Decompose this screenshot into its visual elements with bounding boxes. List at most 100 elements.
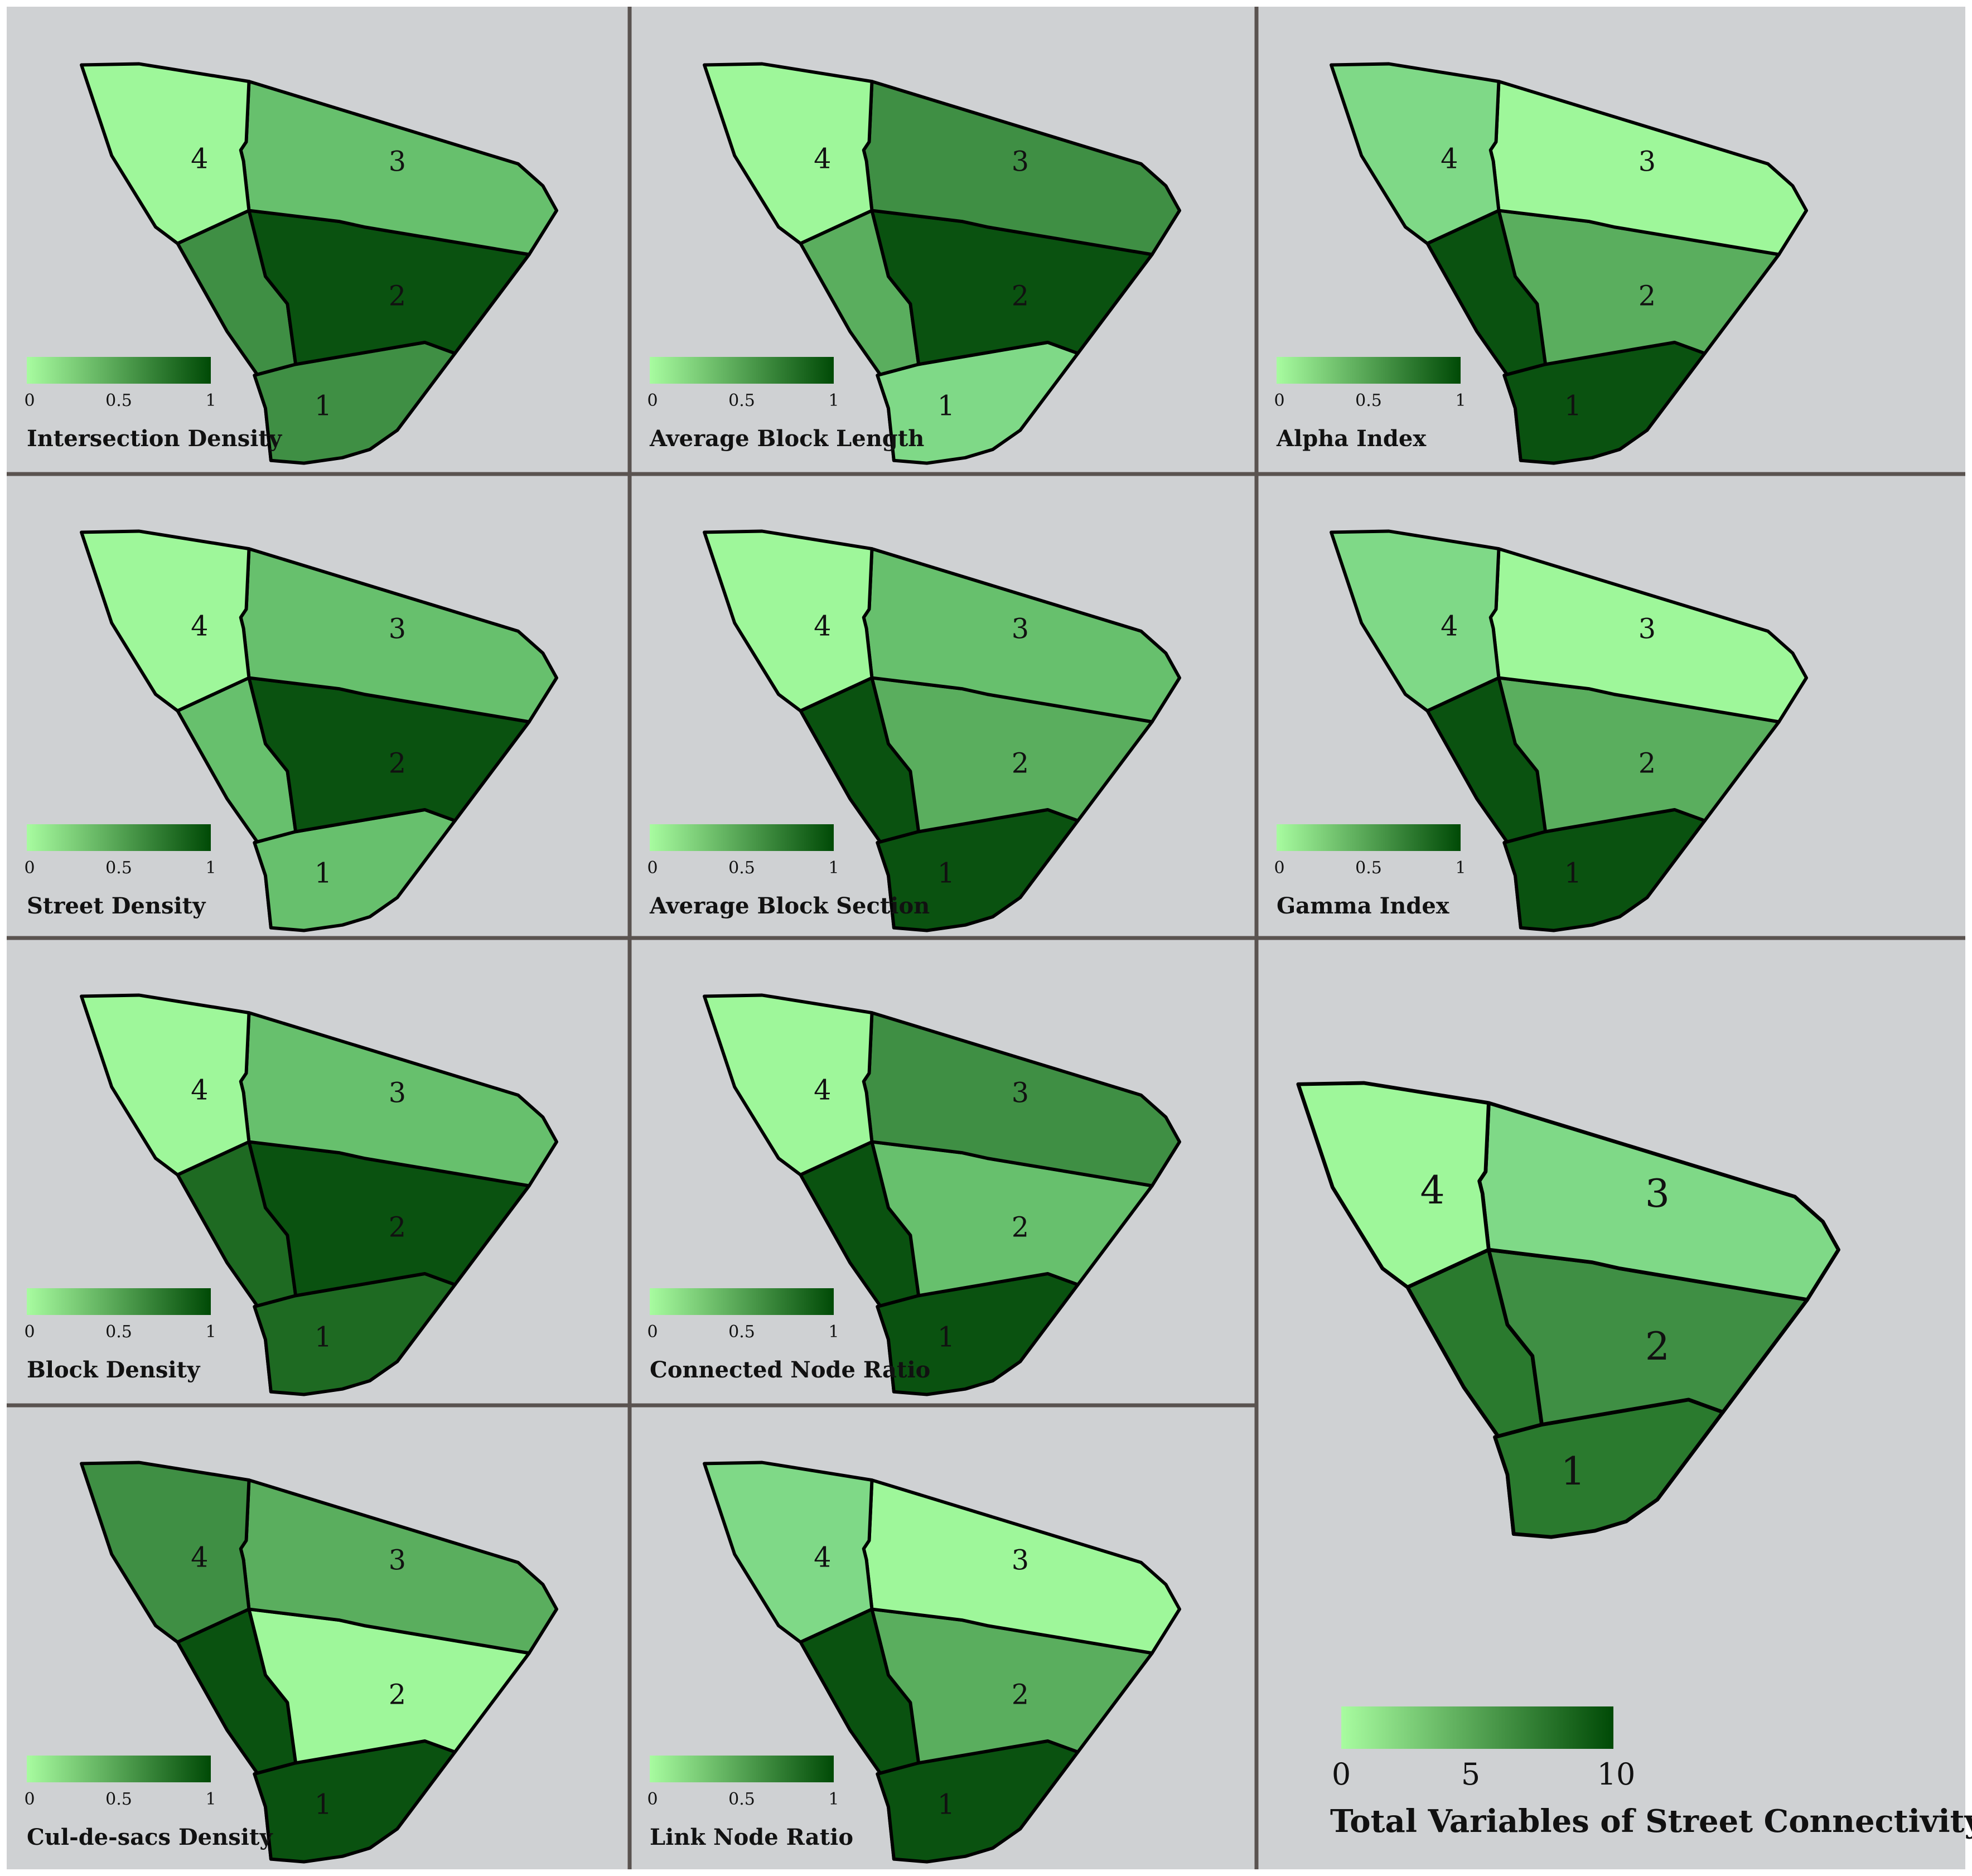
zone-label-1: 1 bbox=[937, 1788, 955, 1821]
zone-label-1: 1 bbox=[937, 390, 955, 422]
zone-label-1: 1 bbox=[315, 857, 332, 889]
zone-label-2: 2 bbox=[1012, 1679, 1029, 1711]
legend-tick: 1 bbox=[828, 1322, 839, 1342]
legend-tick: 1 bbox=[1455, 858, 1466, 878]
zone-label-2: 2 bbox=[1012, 1211, 1029, 1244]
zone-label-2: 2 bbox=[1638, 280, 1656, 312]
legend-tick: 0.5 bbox=[728, 858, 755, 878]
zone-label-1: 1 bbox=[1561, 1449, 1586, 1494]
district-map: 1 2 3 4 bbox=[81, 531, 557, 931]
legend-tick: 1 bbox=[828, 1790, 839, 1809]
legend: 0 0.5 1 bbox=[647, 357, 839, 410]
district-map: 1 2 3 4 bbox=[704, 995, 1180, 1395]
map-panel: 1 2 3 4 0 0.5 1 Alpha Index bbox=[1274, 64, 1806, 463]
legend: 0 0.5 1 bbox=[24, 1756, 216, 1809]
total-map-panel: 1 2 3 4 0 5 10 Total Variables of Street Connec… bbox=[1298, 1083, 1972, 1840]
zone-label-2: 2 bbox=[389, 280, 406, 312]
district-map: 1 2 3 4 bbox=[1331, 531, 1806, 931]
legend-tick: 1 bbox=[1455, 391, 1466, 410]
legend: 0 0.5 1 bbox=[1274, 357, 1466, 410]
panel-title: Average Block Section bbox=[649, 893, 930, 919]
legend: 0 0.5 1 bbox=[24, 824, 216, 878]
legend-tick: 0.5 bbox=[728, 1322, 755, 1342]
zone-label-3: 3 bbox=[389, 145, 406, 177]
legend-color-bar bbox=[650, 1288, 834, 1315]
zone-label-4: 4 bbox=[814, 1541, 831, 1573]
district-map: 1 2 3 4 bbox=[81, 64, 557, 463]
legend-tick: 0 bbox=[647, 858, 658, 878]
legend-color-bar bbox=[1277, 824, 1461, 851]
zone-label-1: 1 bbox=[937, 857, 955, 889]
district-map: 1 2 3 4 bbox=[81, 995, 557, 1395]
legend-tick: 1 bbox=[205, 391, 216, 410]
legend-color-bar bbox=[650, 824, 834, 851]
legend-color-bar bbox=[1277, 357, 1461, 384]
legend-tick: 0.5 bbox=[105, 391, 132, 410]
legend-tick: 0 bbox=[647, 1790, 658, 1809]
zone-label-1: 1 bbox=[315, 1321, 332, 1353]
legend-tick: 0.5 bbox=[105, 1322, 132, 1342]
zone-label-4: 4 bbox=[1420, 1168, 1445, 1213]
legend-tick: 0 bbox=[1274, 391, 1284, 410]
legend-tick: 0 bbox=[647, 391, 658, 410]
zone-label-4: 4 bbox=[191, 1074, 208, 1106]
map-panel: 1 2 3 4 0 0.5 1 Intersection Density bbox=[24, 64, 557, 463]
zone-label-4: 4 bbox=[1441, 610, 1458, 642]
legend-tick: 0.5 bbox=[1355, 391, 1382, 410]
zone-label-3: 3 bbox=[1012, 1076, 1029, 1109]
panel-title: Street Density bbox=[27, 893, 206, 919]
zone-label-2: 2 bbox=[1638, 747, 1656, 780]
zone-label-2: 2 bbox=[389, 1211, 406, 1244]
panel-title: Gamma Index bbox=[1277, 893, 1450, 919]
district-map: 1 2 3 4 bbox=[1298, 1083, 1839, 1537]
zone-label-1: 1 bbox=[937, 1321, 955, 1353]
total-panel-title: Total Variables of Street Connectivity bbox=[1330, 1803, 1972, 1840]
zone-label-2: 2 bbox=[1012, 280, 1029, 312]
panel-title: Intersection Density bbox=[27, 426, 283, 452]
zone-label-4: 4 bbox=[1441, 142, 1458, 175]
legend-tick: 0.5 bbox=[728, 1790, 755, 1809]
zone-label-3: 3 bbox=[389, 1076, 406, 1109]
legend-tick: 0.5 bbox=[105, 858, 132, 878]
total-legend-tick: 10 bbox=[1597, 1757, 1636, 1792]
legend-tick: 1 bbox=[828, 858, 839, 878]
zone-label-2: 2 bbox=[1645, 1324, 1670, 1369]
zone-label-4: 4 bbox=[814, 610, 831, 642]
legend-tick: 0.5 bbox=[728, 391, 755, 410]
panel-title: Alpha Index bbox=[1276, 426, 1427, 452]
zone-label-4: 4 bbox=[191, 142, 208, 175]
zone-label-4: 4 bbox=[814, 1074, 831, 1106]
zone-label-3: 3 bbox=[1638, 145, 1656, 177]
legend-color-bar bbox=[650, 1756, 834, 1782]
zone-label-3: 3 bbox=[1012, 145, 1029, 177]
legend: 0 0.5 1 bbox=[1274, 824, 1466, 878]
legend-color-bar bbox=[650, 357, 834, 384]
legend: 0 0.5 1 bbox=[24, 357, 216, 410]
zone-label-3: 3 bbox=[1012, 612, 1029, 645]
district-map: 1 2 3 4 bbox=[704, 531, 1180, 931]
zone-label-3: 3 bbox=[1645, 1172, 1670, 1216]
zone-label-4: 4 bbox=[814, 142, 831, 175]
panel-title: Block Density bbox=[27, 1357, 201, 1383]
legend-tick: 1 bbox=[205, 1790, 216, 1809]
legend-color-bar bbox=[27, 1288, 211, 1315]
zone-label-1: 1 bbox=[315, 1788, 332, 1821]
zone-label-4: 4 bbox=[191, 610, 208, 642]
total-legend-tick: 5 bbox=[1461, 1757, 1480, 1792]
zone-label-2: 2 bbox=[389, 1679, 406, 1711]
panel-dividers bbox=[7, 7, 1965, 1869]
zone-label-1: 1 bbox=[1564, 857, 1582, 889]
legend-color-bar bbox=[27, 824, 211, 851]
legend-tick: 0 bbox=[1274, 858, 1284, 878]
legend-tick: 0 bbox=[647, 1322, 658, 1342]
district-map: 1 2 3 4 bbox=[704, 64, 1180, 463]
legend-tick: 1 bbox=[828, 391, 839, 410]
legend: 0 0.5 1 bbox=[647, 824, 839, 878]
